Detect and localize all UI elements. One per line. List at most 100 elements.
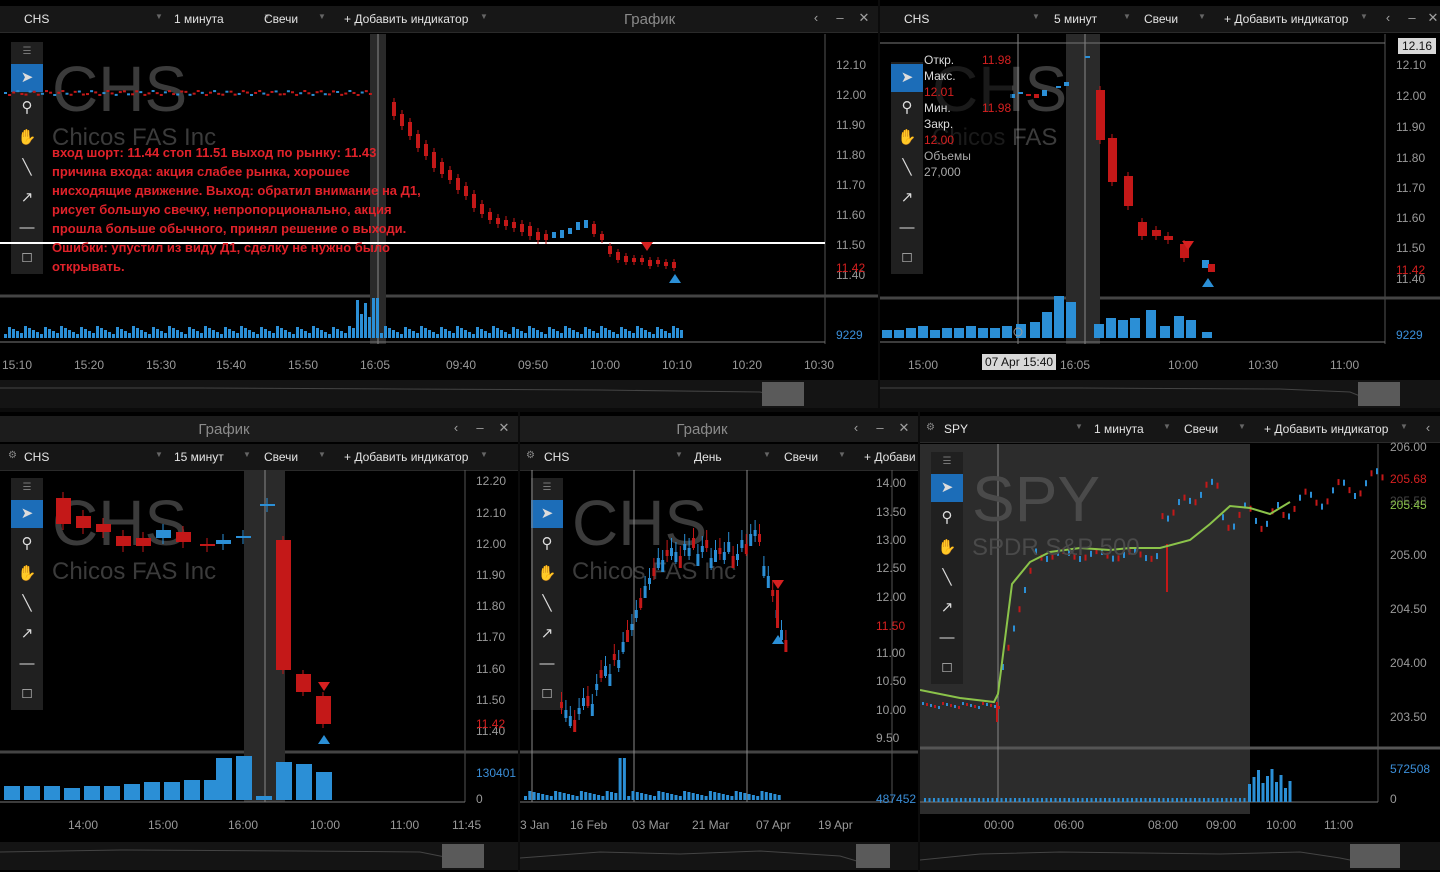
chevron-down-icon[interactable]: ▼ [1123, 12, 1131, 21]
price-chart[interactable] [0, 470, 518, 814]
price-chart[interactable] [920, 444, 1440, 814]
line-tool-icon[interactable]: ╲ [22, 595, 32, 612]
chevron-left-icon[interactable]: ‹ [853, 420, 859, 435]
cursor-tool-icon[interactable]: ➤ [11, 64, 43, 92]
interval-selector[interactable]: 5 минут [1054, 12, 1098, 26]
rectangle-tool-icon[interactable]: □ [22, 685, 32, 702]
navigator-thumb[interactable] [762, 382, 804, 406]
chevron-left-icon[interactable]: ‹ [1385, 10, 1391, 25]
arrow-tool-icon[interactable]: ↗ [540, 625, 554, 642]
cursor-tool-icon[interactable]: ➤ [11, 500, 43, 528]
chevron-down-icon[interactable]: ▼ [763, 450, 771, 459]
close-icon[interactable]: ✕ [1427, 10, 1439, 25]
tools-handle[interactable]: ☰ [942, 456, 952, 467]
horizontal-line-tool-icon[interactable]: — [19, 219, 35, 236]
add-indicator-button[interactable]: + Добавить индикатор [1224, 12, 1349, 26]
chevron-down-icon[interactable]: ▼ [480, 450, 488, 459]
arrow-tool-icon[interactable]: ↗ [900, 189, 914, 206]
settings-icon[interactable]: ⚙ [926, 422, 935, 433]
cursor-tool-icon[interactable]: ➤ [931, 474, 963, 502]
add-indicator-button[interactable]: + Добавить индикатор [344, 12, 469, 26]
tools-handle[interactable]: ☰ [22, 46, 32, 57]
horizontal-line-tool-icon[interactable]: — [899, 219, 915, 236]
navigator[interactable] [520, 842, 918, 870]
zoom-tool-icon[interactable]: ⚲ [541, 535, 553, 552]
price-chart[interactable] [880, 34, 1440, 380]
cursor-tool-icon[interactable]: ➤ [531, 500, 563, 528]
minimize-icon[interactable]: – [1408, 10, 1416, 25]
rectangle-tool-icon[interactable]: □ [942, 659, 952, 676]
chevron-down-icon[interactable]: ▼ [480, 12, 488, 21]
price-chart[interactable] [0, 34, 878, 380]
symbol-selector[interactable]: CHS [24, 12, 50, 26]
hand-tool-icon[interactable]: ✋ [537, 565, 557, 582]
chevron-down-icon[interactable]: ▼ [1400, 422, 1408, 431]
horizontal-line-tool-icon[interactable]: — [19, 655, 35, 672]
interval-selector[interactable]: 1 минута [174, 12, 224, 26]
chevron-down-icon[interactable]: ▼ [1238, 422, 1246, 431]
chevron-down-icon[interactable]: ▼ [1198, 12, 1206, 21]
line-tool-icon[interactable]: ╲ [22, 159, 32, 176]
rectangle-tool-icon[interactable]: □ [22, 249, 32, 266]
navigator-thumb[interactable] [1350, 844, 1400, 868]
settings-icon[interactable]: ⚙ [8, 450, 17, 461]
navigator[interactable] [0, 842, 518, 870]
symbol-selector[interactable]: SPY [944, 422, 969, 436]
tools-handle[interactable]: ☰ [542, 482, 552, 493]
chevron-down-icon[interactable]: ▼ [675, 450, 683, 459]
arrow-tool-icon[interactable]: ↗ [20, 189, 34, 206]
navigator[interactable] [0, 380, 878, 408]
symbol-selector[interactable]: CHS [24, 450, 50, 464]
chevron-down-icon[interactable]: ▼ [155, 12, 163, 21]
rectangle-tool-icon[interactable]: □ [902, 249, 912, 266]
line-tool-icon[interactable]: ╲ [902, 159, 912, 176]
tools-handle[interactable]: ☰ [22, 482, 32, 493]
zoom-tool-icon[interactable]: ⚲ [21, 535, 33, 552]
price-chart[interactable] [520, 470, 918, 814]
hand-tool-icon[interactable]: ✋ [17, 565, 37, 582]
arrow-tool-icon[interactable]: ↗ [940, 599, 954, 616]
chevron-down-icon[interactable]: ▼ [318, 450, 326, 459]
chevron-down-icon[interactable]: ▼ [1360, 12, 1368, 21]
chevron-down-icon[interactable]: ▼ [263, 12, 271, 21]
chevron-down-icon[interactable]: ▼ [838, 450, 846, 459]
chevron-left-icon[interactable]: ‹ [1425, 420, 1431, 435]
add-indicator-button[interactable]: + Добавить индикатор [344, 450, 469, 464]
symbol-selector[interactable]: CHS [904, 12, 930, 26]
cursor-tool-icon[interactable]: ➤ [891, 64, 923, 92]
navigator-thumb[interactable] [1358, 382, 1400, 406]
horizontal-line-tool-icon[interactable]: — [939, 629, 955, 646]
close-icon[interactable]: ✕ [858, 10, 870, 25]
hand-tool-icon[interactable]: ✋ [937, 539, 957, 556]
zoom-tool-icon[interactable]: ⚲ [901, 99, 913, 116]
hand-tool-icon[interactable]: ✋ [17, 129, 37, 146]
minimize-icon[interactable]: – [876, 420, 884, 435]
interval-selector[interactable]: 1 минута [1094, 422, 1144, 436]
add-indicator-button[interactable]: + Добави [864, 450, 916, 464]
chart-type-selector[interactable]: Свечи [1184, 422, 1219, 436]
hand-tool-icon[interactable]: ✋ [897, 129, 917, 146]
line-tool-icon[interactable]: ╲ [542, 595, 552, 612]
chevron-left-icon[interactable]: ‹ [453, 420, 459, 435]
symbol-selector[interactable]: CHS [544, 450, 570, 464]
minimize-icon[interactable]: – [836, 10, 844, 25]
navigator[interactable] [880, 380, 1440, 408]
rectangle-tool-icon[interactable]: □ [542, 685, 552, 702]
zoom-tool-icon[interactable]: ⚲ [941, 509, 953, 526]
chart-type-selector[interactable]: Свечи [1144, 12, 1179, 26]
minimize-icon[interactable]: – [476, 420, 484, 435]
chevron-down-icon[interactable]: ▼ [1075, 422, 1083, 431]
chevron-left-icon[interactable]: ‹ [813, 10, 819, 25]
close-icon[interactable]: ✕ [898, 420, 910, 435]
arrow-tool-icon[interactable]: ↗ [20, 625, 34, 642]
interval-selector[interactable]: 15 минут [174, 450, 224, 464]
chevron-down-icon[interactable]: ▼ [318, 12, 326, 21]
horizontal-line-tool-icon[interactable]: — [539, 655, 555, 672]
navigator-thumb[interactable] [442, 844, 484, 868]
chevron-down-icon[interactable]: ▼ [155, 450, 163, 459]
chart-type-selector[interactable]: Свечи [784, 450, 819, 464]
chevron-down-icon[interactable]: ▼ [1163, 422, 1171, 431]
chevron-down-icon[interactable]: ▼ [1032, 12, 1040, 21]
line-tool-icon[interactable]: ╲ [942, 569, 952, 586]
interval-selector[interactable]: День [694, 450, 722, 464]
